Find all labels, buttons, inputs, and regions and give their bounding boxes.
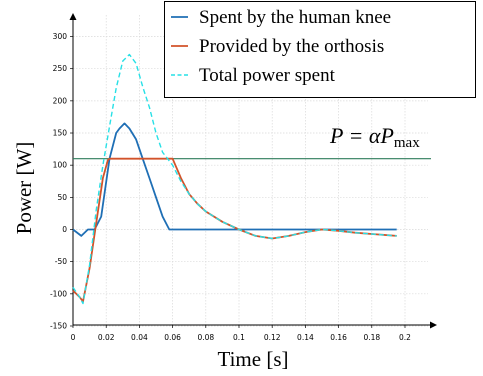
- tick-labels: 0 0.02 0.04 0.06 0.08 0.1 0.12 0.14 0.16 0.18 0.2 3…: [50, 32, 411, 342]
- annotation-symbol: P: [379, 123, 393, 148]
- threshold-annotation: P = αPmax: [329, 123, 420, 151]
- y-tick-label-6: 0: [62, 225, 67, 234]
- annotation-prefix: P = α: [329, 123, 381, 148]
- x-axis-label: Time [s]: [218, 347, 289, 371]
- series-line-human-knee: [72, 122, 397, 237]
- y-tick-label-2: 200: [53, 96, 68, 105]
- x-tick-label-5: 0.1: [233, 333, 245, 342]
- y-tick-label-1: 250: [53, 64, 68, 73]
- legend-label-0: Spent by the human knee: [199, 7, 391, 28]
- annotation-subscript: max: [394, 135, 420, 151]
- y-axis-arrow: [69, 13, 77, 20]
- x-tick-label-4: 0.08: [197, 333, 214, 342]
- series-line-total: [72, 53, 397, 305]
- legend-box: [164, 1, 476, 98]
- x-tick-label-10: 0.2: [399, 333, 411, 342]
- y-tick-label-9: -150: [50, 321, 67, 330]
- axis-titles: Time [s] Power [W]: [12, 142, 289, 371]
- x-tick-label-7: 0.14: [297, 333, 314, 342]
- x-tick-label-2: 0.04: [131, 333, 148, 342]
- annotation-text: P = αPmax: [329, 123, 420, 151]
- x-tick-label-1: 0.02: [98, 333, 115, 342]
- x-axis-arrow: [430, 321, 437, 329]
- series-lines: [72, 53, 397, 305]
- x-tick-label-3: 0.06: [164, 333, 181, 342]
- x-tick-label-0: 0: [71, 333, 76, 342]
- y-tick-label-7: -50: [55, 257, 67, 266]
- x-tick-label-9: 0.18: [363, 333, 380, 342]
- y-tick-label-5: 50: [57, 193, 67, 202]
- y-tick-label-4: 100: [53, 161, 68, 170]
- legend: Spent by the human knee Provided by the o…: [164, 1, 476, 98]
- x-tick-label-6: 0.12: [264, 333, 281, 342]
- axes: [69, 13, 437, 329]
- y-tick-label-8: -100: [50, 289, 67, 298]
- y-tick-label-0: 300: [53, 32, 68, 41]
- x-tick-label-8: 0.16: [330, 333, 347, 342]
- legend-label-1: Provided by the orthosis: [199, 36, 384, 57]
- legend-label-2: Total power spent: [199, 65, 336, 86]
- y-tick-label-3: 150: [53, 129, 68, 138]
- y-axis-label: Power [W]: [12, 142, 36, 235]
